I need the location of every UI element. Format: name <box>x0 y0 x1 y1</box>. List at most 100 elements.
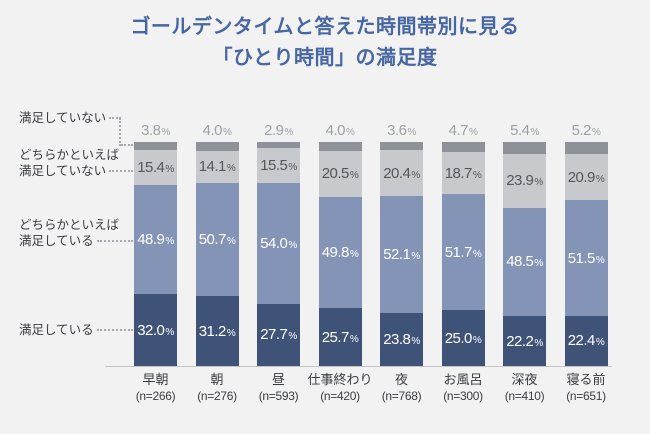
legend-label: 満足している <box>19 323 94 337</box>
bar-segment: 15.4% <box>134 150 177 185</box>
bar-segment: 32.0% <box>134 294 177 366</box>
leader-line <box>109 117 121 119</box>
value-label: 14.1% <box>198 158 236 176</box>
bar-top-value-label: 4.7% <box>448 121 478 139</box>
bar-segment <box>134 141 177 151</box>
bar-segment: 25.0% <box>441 310 485 366</box>
bar-6: 25.0% 51.7% 18.7% 4.7% <box>441 122 485 366</box>
bar-segment: 18.7% <box>441 152 485 195</box>
bar-top-value-label: 5.2% <box>571 122 601 139</box>
bar-segment <box>380 142 423 151</box>
x-axis-label: 早朝 (n=266) <box>124 372 187 404</box>
legend-item-satisfied: 満足している <box>19 322 133 338</box>
bar-segment <box>257 141 300 149</box>
leader-line <box>96 329 133 331</box>
bar-segment: 48.9% <box>134 184 177 295</box>
x-axis-label: 深夜 (n=410) <box>493 372 556 404</box>
sample-size: (n=420) <box>320 389 360 403</box>
bar-segment <box>564 142 608 154</box>
bar-segment: 49.8% <box>318 196 362 309</box>
value-label: 48.5% <box>506 253 543 271</box>
value-label: 50.7% <box>198 230 236 248</box>
bar-segment: 20.5% <box>318 150 362 197</box>
bar-segment: 15.5% <box>257 148 300 183</box>
legend-item-somewhat-dissatisfied: どちらかといえば 満足していない <box>19 147 133 179</box>
sample-size: (n=276) <box>197 389 237 403</box>
bar-segment <box>318 142 362 151</box>
value-label: 51.7% <box>444 243 482 261</box>
bar-7: 22.2% 48.5% 23.9% 5.4% <box>503 122 546 366</box>
value-label: 51.5% <box>567 249 605 267</box>
bar-segment: 52.1% <box>380 196 423 313</box>
bar-segment: 20.9% <box>564 153 608 201</box>
bar-top-value-label: 5.4% <box>510 122 539 139</box>
bar-5: 23.8% 52.1% 20.4% 3.6% <box>380 122 423 366</box>
bar-segment <box>441 141 485 153</box>
bar-segment: 14.1% <box>195 150 239 183</box>
bar-segment: 50.7% <box>195 182 239 297</box>
legend-label: どちらかといえば <box>19 218 120 232</box>
bar-top-value-label: 3.6% <box>387 122 416 140</box>
bar-segment: 22.4% <box>564 315 608 366</box>
value-label: 20.5% <box>321 165 359 183</box>
sample-size: (n=300) <box>443 389 483 403</box>
bar-segment: 22.2% <box>503 316 546 366</box>
bar-segment: 27.7% <box>257 303 300 366</box>
category-name: 深夜 <box>511 372 538 387</box>
bar-segment <box>195 142 239 151</box>
bar-8: 22.4% 51.5% 20.9% 5.2% <box>564 122 608 366</box>
leader-line <box>96 240 133 242</box>
category-name: 寝る前 <box>566 372 606 387</box>
chart-title-line2: 「ひとり時間」の満足度 <box>212 47 438 69</box>
bar-4: 25.7% 49.8% 20.5% 4.0% <box>318 122 362 366</box>
leader-line-vertical <box>119 118 121 146</box>
sample-size: (n=651) <box>566 389 606 403</box>
x-axis-label: 寝る前 (n=651) <box>555 372 618 404</box>
bar-segment: 54.0% <box>257 183 300 304</box>
category-name: 夜 <box>394 372 408 387</box>
sample-size: (n=593) <box>258 389 299 403</box>
value-label: 25.0% <box>444 329 482 347</box>
legend-label: 満足している <box>19 234 94 248</box>
bar-segment: 31.2% <box>195 296 239 366</box>
value-label: 25.7% <box>321 328 359 346</box>
value-label: 15.5% <box>260 157 297 175</box>
bar-segment: 23.9% <box>503 154 546 208</box>
leader-line-horizontal <box>121 144 133 146</box>
bar-segment <box>503 142 546 155</box>
value-label: 20.4% <box>383 164 420 182</box>
bar-top-value-label: 2.9% <box>264 121 293 139</box>
x-axis-label: お風呂 (n=300) <box>432 372 495 404</box>
category-name: 仕事終わり <box>307 372 373 387</box>
category-name: 朝 <box>210 372 224 387</box>
bar-1: 32.0% 48.9% 15.4% 3.8% <box>134 122 177 366</box>
value-label: 22.4% <box>567 332 605 350</box>
x-axis-line <box>105 366 612 367</box>
value-label: 23.8% <box>383 330 420 348</box>
legend-label: 満足していない <box>19 111 107 125</box>
sample-size: (n=266) <box>135 389 176 403</box>
bar-top-value-label: 3.8% <box>141 121 170 139</box>
legend-label: 満足していない <box>19 164 107 178</box>
category-name: 昼 <box>271 372 285 387</box>
legend-item-somewhat-satisfied: どちらかといえば 満足している <box>19 217 133 249</box>
bar-segment: 51.7% <box>441 194 485 310</box>
value-label: 27.7% <box>260 326 297 344</box>
x-axis-label: 夜 (n=768) <box>370 372 433 404</box>
x-axis-label: 昼 (n=593) <box>247 372 310 404</box>
category-name: 早朝 <box>142 372 169 387</box>
value-label: 20.9% <box>567 168 605 186</box>
bar-segment: 48.5% <box>503 207 546 317</box>
value-label: 48.9% <box>137 231 174 249</box>
value-label: 23.9% <box>506 172 543 190</box>
x-axis-label: 朝 (n=276) <box>186 372 249 404</box>
value-label: 22.2% <box>506 332 543 350</box>
legend-label: どちらかといえば <box>19 148 120 162</box>
sample-size: (n=768) <box>381 389 422 403</box>
legend-item-dissatisfied: 満足していない <box>19 110 121 126</box>
bar-segment: 25.7% <box>318 308 362 366</box>
chart-title: ゴールデンタイムと答えた時間帯別に見る 「ひとり時間」の満足度 <box>0 12 650 74</box>
x-axis-label: 仕事終わり (n=420) <box>307 372 373 404</box>
value-label: 32.0% <box>137 321 174 339</box>
